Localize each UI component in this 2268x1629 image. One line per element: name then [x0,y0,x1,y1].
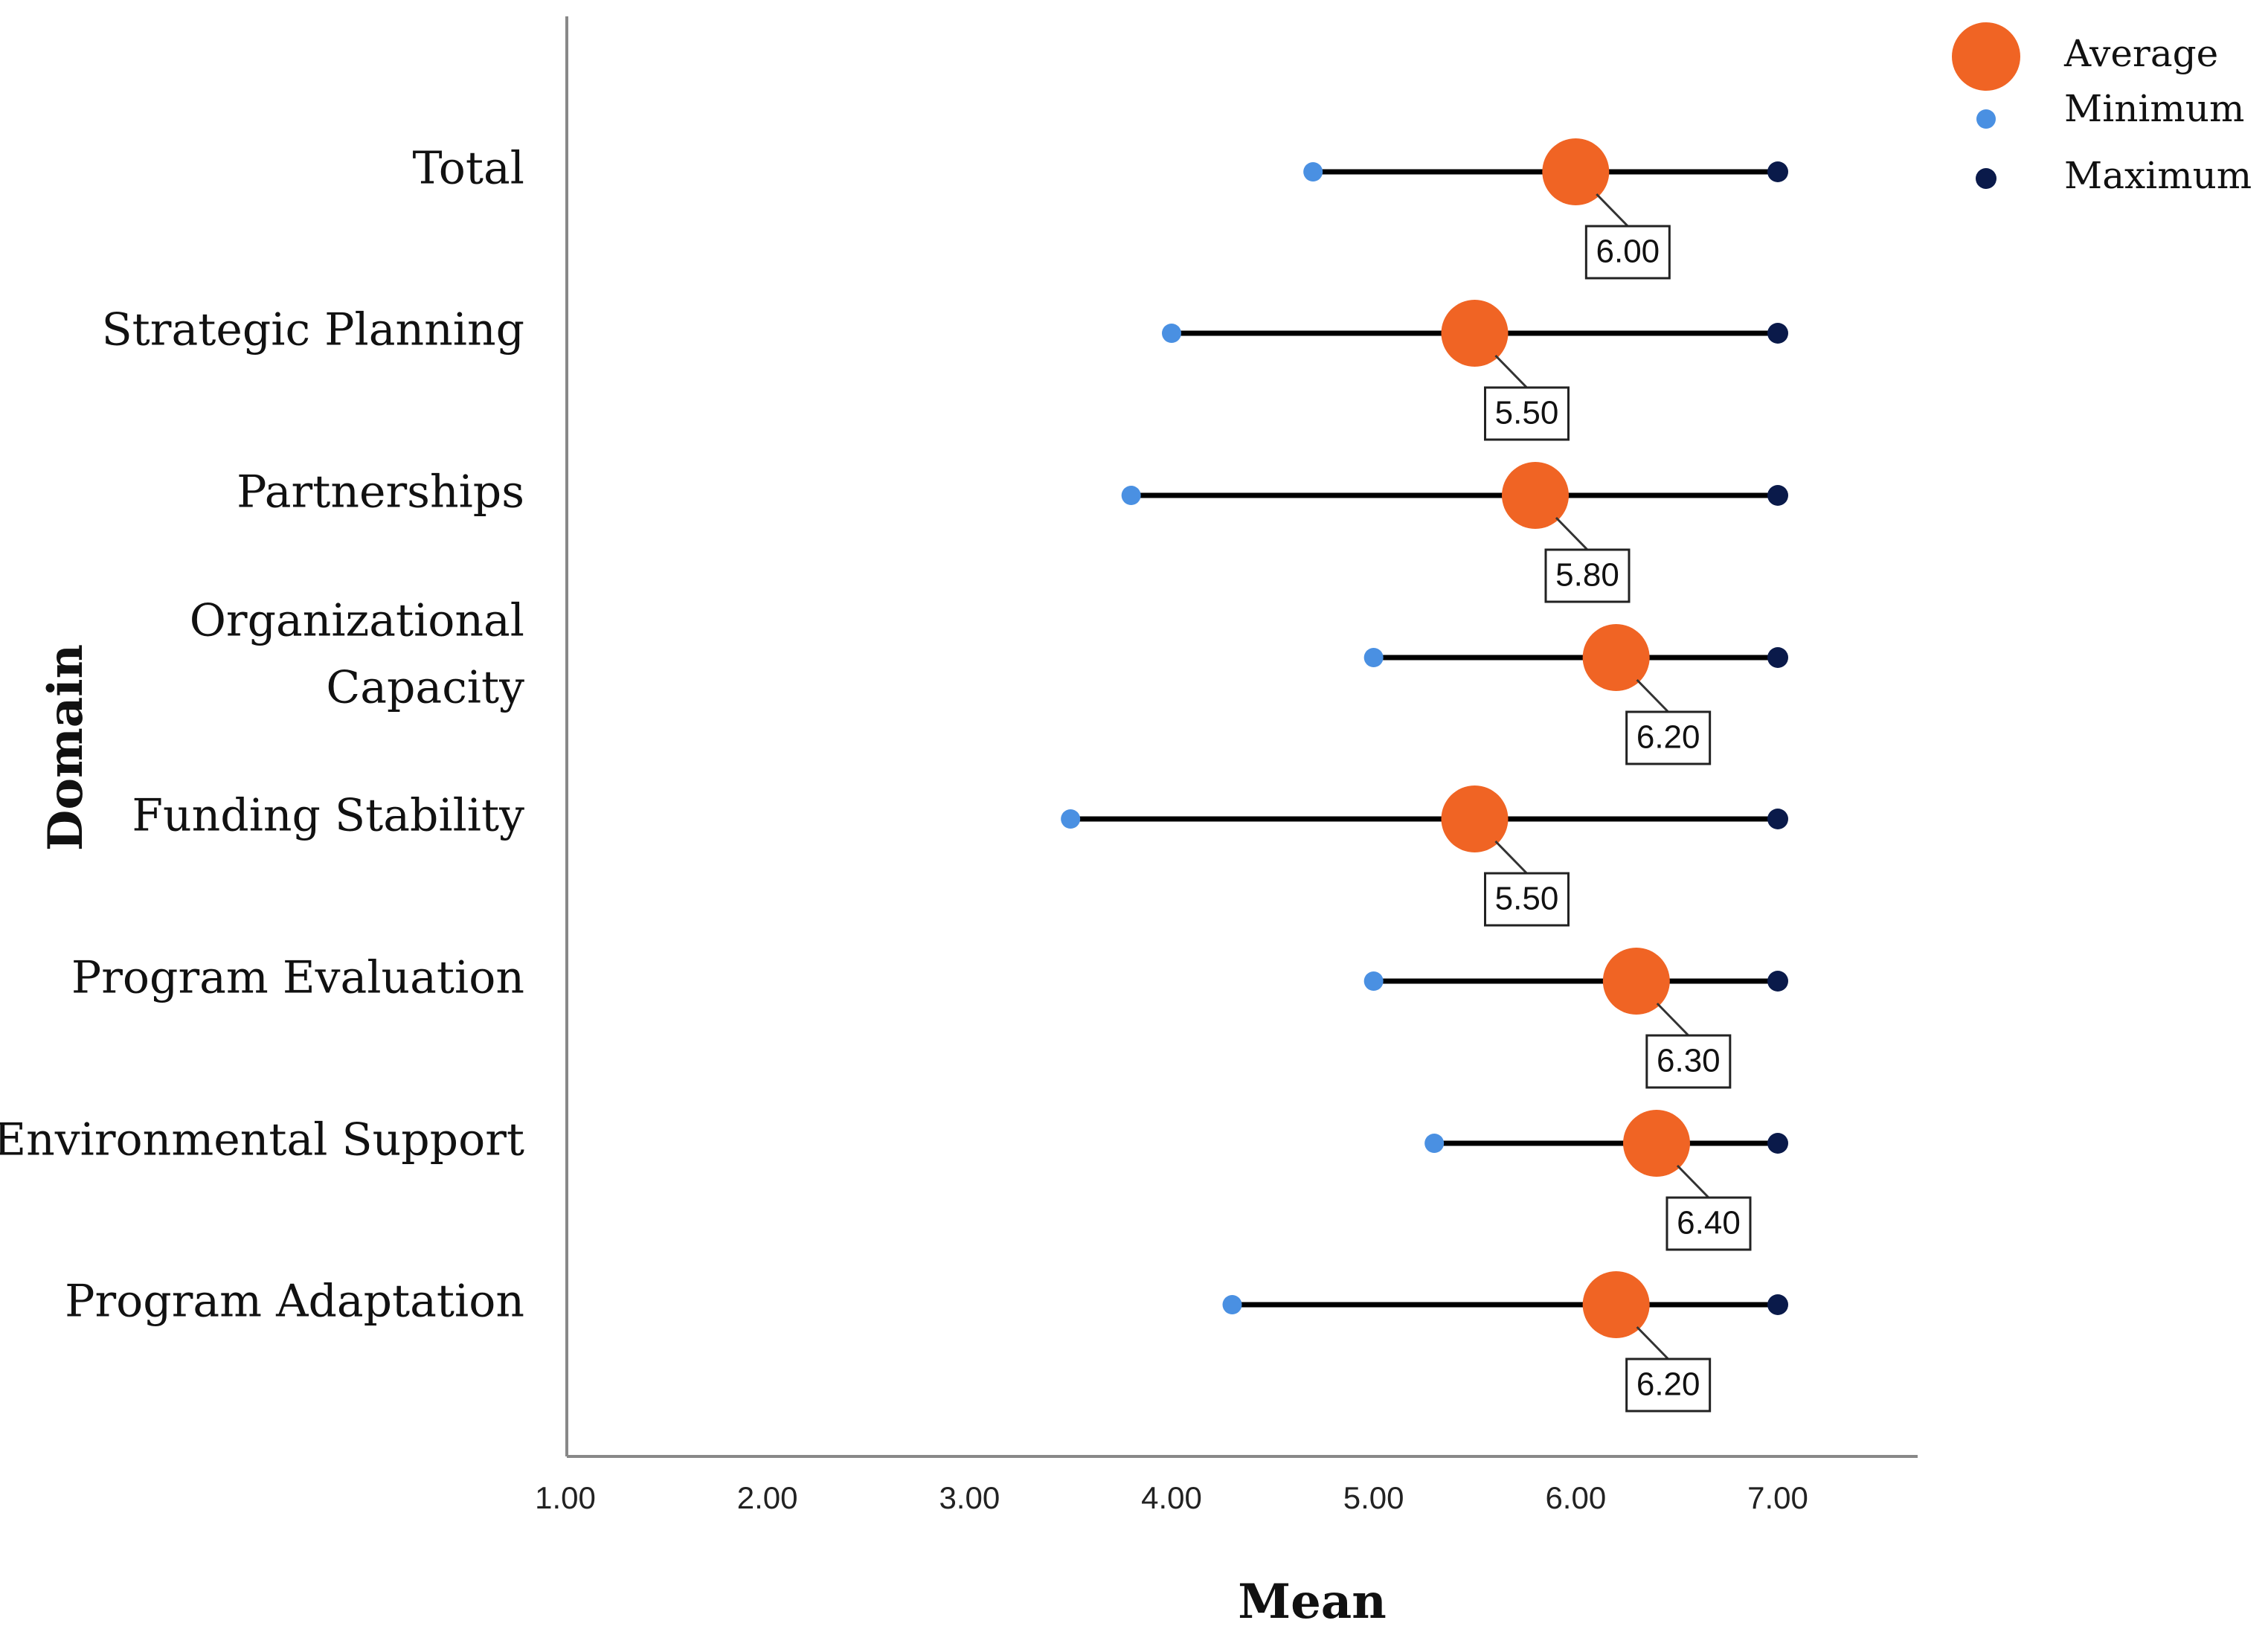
maximum-point [1767,1133,1788,1154]
x-tick-label: 7.00 [1747,1480,1808,1515]
maximum-point [1767,485,1788,506]
data-label-box [1625,1358,1712,1413]
data-label-box [1665,1196,1752,1251]
data-label: 6.20 [1636,1366,1700,1403]
x-axis-title: Mean [1238,1574,1387,1629]
minimum-point [1303,162,1323,181]
average-point [1441,300,1509,367]
category-label: Strategic Planning [102,304,524,356]
data-label-box [1584,225,1671,280]
data-label-leaders [1494,193,1710,1360]
leader-line [1656,1002,1689,1037]
leader-line [1636,678,1669,713]
x-tick-label: 5.00 [1343,1480,1404,1515]
minimum-point [1424,1134,1445,1153]
data-label-box [1484,872,1570,927]
data-label: 6.30 [1657,1043,1721,1079]
data-label: 6.40 [1677,1205,1741,1241]
x-tick-label: 1.00 [535,1480,596,1515]
leader-line [1596,193,1629,228]
legend-minimum-label: Minimum [2064,87,2244,130]
maximum-point [1767,1294,1788,1315]
minimum-point [1363,971,1384,991]
leader-line [1494,840,1528,875]
data-label: 6.20 [1636,719,1700,756]
maximum-point [1767,647,1788,668]
average-point [1623,1110,1690,1177]
category-label: Program Evaluation [71,952,524,1004]
maximum-point [1767,809,1788,829]
legend-maximum-marker [1976,168,1996,189]
minimum-point [1162,324,1181,343]
x-tick-label: 3.00 [939,1480,1000,1515]
x-tick-label: 6.00 [1545,1480,1606,1515]
minimum-point [1222,1295,1242,1314]
average-point [1502,462,1569,529]
data-label-box [1625,710,1712,765]
minimum-point [1061,809,1081,829]
data-label: 6.00 [1596,234,1660,270]
category-label: Partnerships [237,466,524,518]
data-label: 5.50 [1495,881,1559,917]
average-point [1441,785,1509,852]
average-point [1602,948,1670,1015]
maximum-point [1767,323,1788,344]
legend: Average Minimum Maximum [1952,22,2252,197]
data-label-box [1484,386,1570,441]
average-point [1582,1271,1650,1338]
category-label: Program Adaptation [65,1276,524,1328]
leader-line [1494,354,1528,389]
average-point [1582,624,1650,691]
legend-average-marker [1952,22,2020,91]
maximum-point [1767,971,1788,992]
category-label: Environmental Support [0,1114,524,1166]
legend-maximum-label: Maximum [2064,154,2252,197]
x-tick-label: 2.00 [737,1480,798,1515]
legend-minimum-marker [1976,109,1996,129]
legend-average-label: Average [2063,32,2218,75]
category-label: Total [412,143,524,195]
maximum-point [1767,161,1788,182]
minimum-point [1121,486,1141,505]
data-labels: 6.00 5.50 5.80 6.20 5.50 6.30 6.40 6.20 [1484,225,1752,1413]
average-point [1542,138,1610,205]
y-axis-title: Domain [38,644,94,851]
x-tick-labels: 1.00 2.00 3.00 4.00 5.00 6.00 7.00 [535,1480,1808,1515]
data-label-box [1645,1034,1732,1089]
leader-line [1555,516,1589,551]
minimum-point [1363,648,1384,667]
category-label: Organizational [190,595,524,647]
category-label: Capacity [326,662,524,714]
chart-rows: Total Strategic Planning Partnerships Organ… [0,138,1788,1338]
category-label: Funding Stability [132,790,524,842]
leader-line [1636,1326,1669,1360]
x-tick-label: 4.00 [1141,1480,1202,1515]
data-label: 5.50 [1495,395,1559,431]
data-label: 5.80 [1555,557,1619,594]
leader-line [1676,1164,1710,1199]
data-label-box [1544,548,1631,603]
